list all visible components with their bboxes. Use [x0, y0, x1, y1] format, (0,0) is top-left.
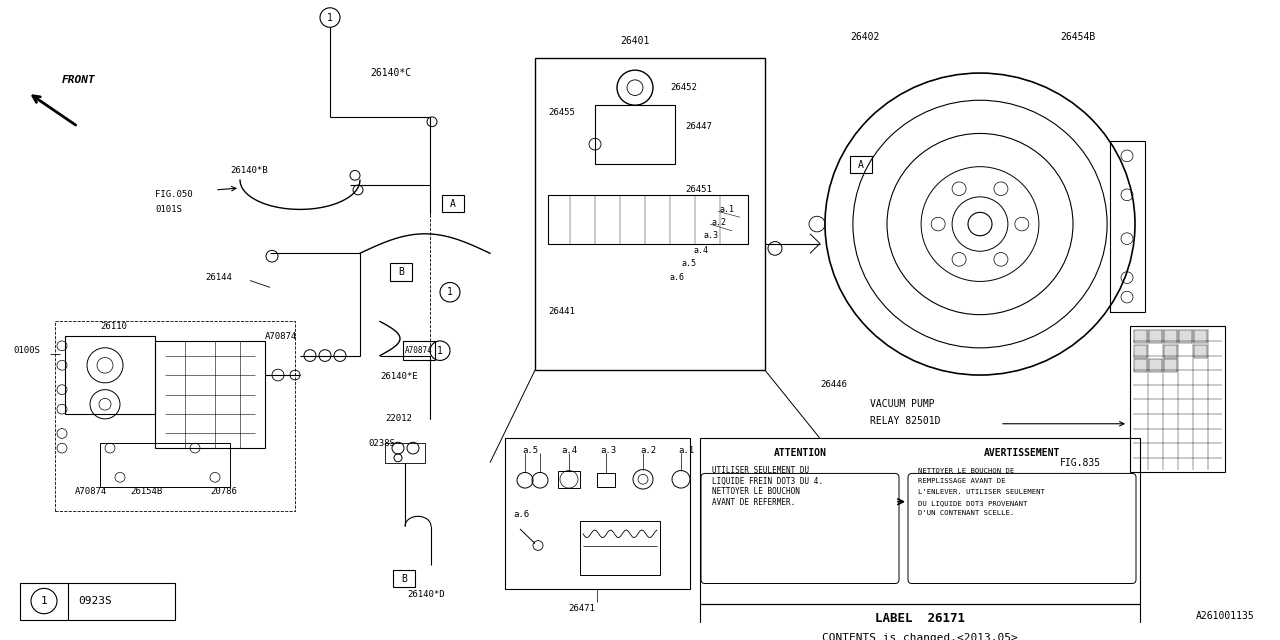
Text: 1: 1 — [328, 13, 333, 22]
Text: 1: 1 — [436, 346, 443, 356]
Text: a.4: a.4 — [561, 445, 577, 454]
Text: a.2: a.2 — [640, 445, 657, 454]
Bar — [595, 105, 675, 164]
Text: D'UN CONTENANT SCELLE.: D'UN CONTENANT SCELLE. — [918, 510, 1014, 516]
Bar — [155, 341, 265, 448]
Text: a.5: a.5 — [682, 259, 698, 268]
Text: a.6: a.6 — [513, 510, 529, 519]
Text: 0923S: 0923S — [78, 596, 111, 606]
Bar — [700, 604, 1140, 640]
Bar — [403, 341, 435, 360]
Text: 0238S: 0238S — [369, 439, 394, 448]
Text: LIQUIDE FREIN DOT3 DU 4.: LIQUIDE FREIN DOT3 DU 4. — [712, 477, 823, 486]
Bar — [1164, 330, 1178, 343]
Bar — [558, 470, 580, 488]
Text: 26154B: 26154B — [131, 488, 163, 497]
Text: 20786: 20786 — [210, 488, 237, 497]
Text: 26402: 26402 — [850, 32, 879, 42]
Text: 26144: 26144 — [205, 273, 232, 282]
Bar — [700, 438, 1140, 604]
Text: A: A — [858, 159, 864, 170]
Bar — [596, 474, 614, 487]
Text: 26140*E: 26140*E — [380, 372, 417, 381]
Text: A261001135: A261001135 — [1197, 611, 1254, 621]
Bar — [1194, 330, 1207, 343]
Text: FRONT: FRONT — [61, 75, 96, 85]
Text: AVANT DE REFERMER.: AVANT DE REFERMER. — [712, 498, 795, 507]
Text: FIG.835: FIG.835 — [1060, 458, 1101, 468]
Bar — [1134, 330, 1147, 343]
Text: a.2: a.2 — [712, 218, 727, 227]
Text: 26110: 26110 — [100, 322, 127, 331]
Text: A: A — [451, 198, 456, 209]
Text: 1: 1 — [41, 596, 47, 606]
Text: 26447: 26447 — [685, 122, 712, 131]
Bar — [20, 582, 175, 620]
Text: REMPLISSAGE AVANT DE: REMPLISSAGE AVANT DE — [918, 478, 1006, 484]
Bar — [65, 336, 155, 414]
Bar — [850, 156, 872, 173]
Bar — [1179, 330, 1192, 343]
Bar — [1134, 360, 1147, 372]
Text: NETTOYER LE BOUCHON: NETTOYER LE BOUCHON — [712, 488, 800, 497]
Text: LABEL  26171: LABEL 26171 — [876, 612, 965, 625]
Text: 26452: 26452 — [669, 83, 696, 92]
Bar — [506, 438, 690, 589]
Text: 0101S: 0101S — [155, 205, 182, 214]
Text: 26441: 26441 — [548, 307, 575, 316]
Text: A70874: A70874 — [76, 488, 108, 497]
Text: 26446: 26446 — [820, 380, 847, 389]
Bar — [535, 58, 765, 370]
Text: 26454B: 26454B — [1060, 32, 1096, 42]
Bar — [1134, 345, 1147, 358]
Text: 26140*C: 26140*C — [370, 68, 411, 78]
Bar — [1110, 141, 1146, 312]
Text: CONTENTS is changed.<2013.05>: CONTENTS is changed.<2013.05> — [822, 633, 1018, 640]
Bar — [393, 570, 415, 588]
Text: 0100S: 0100S — [13, 346, 40, 355]
Text: 22012: 22012 — [385, 414, 412, 424]
Text: B: B — [401, 573, 407, 584]
Text: NETTOYER LE BOUCHON DE: NETTOYER LE BOUCHON DE — [918, 467, 1014, 474]
Text: RELAY 82501D: RELAY 82501D — [870, 416, 941, 426]
Bar — [55, 321, 294, 511]
Text: 26471: 26471 — [568, 604, 595, 613]
Text: UTILISER SEULEMENT DU: UTILISER SEULEMENT DU — [712, 466, 809, 475]
Text: a.3: a.3 — [703, 231, 718, 240]
Text: A70874: A70874 — [406, 346, 433, 355]
Text: 1: 1 — [447, 287, 453, 297]
Text: a.4: a.4 — [692, 246, 708, 255]
Bar — [580, 521, 660, 575]
Text: a.1: a.1 — [719, 205, 735, 214]
Text: a.3: a.3 — [600, 445, 616, 454]
Text: a.1: a.1 — [678, 445, 694, 454]
Text: ATTENTION: ATTENTION — [773, 448, 827, 458]
Bar — [100, 444, 230, 487]
Bar — [1194, 345, 1207, 358]
Text: 26455: 26455 — [548, 108, 575, 116]
Text: 26451: 26451 — [685, 186, 712, 195]
Text: 26140*D: 26140*D — [407, 589, 444, 599]
Text: 26140*B: 26140*B — [230, 166, 268, 175]
Text: A70874: A70874 — [265, 332, 297, 340]
Bar — [1130, 326, 1225, 472]
Text: AVERTISSEMENT: AVERTISSEMENT — [984, 448, 1060, 458]
Text: FIG.050: FIG.050 — [155, 190, 192, 199]
Bar — [1149, 360, 1162, 372]
Text: 26401: 26401 — [620, 36, 649, 46]
Bar — [390, 263, 412, 280]
Text: B: B — [398, 267, 404, 276]
Text: L'ENLEVER. UTILISER SEULEMENT: L'ENLEVER. UTILISER SEULEMENT — [918, 489, 1044, 495]
Bar — [385, 444, 425, 463]
Text: a.6: a.6 — [669, 273, 685, 282]
Bar — [1164, 360, 1178, 372]
Bar — [1164, 345, 1178, 358]
Text: VACUUM PUMP: VACUUM PUMP — [870, 399, 934, 409]
Bar — [1149, 330, 1162, 343]
Text: DU LIQUIDE DOT3 PROVENANT: DU LIQUIDE DOT3 PROVENANT — [918, 500, 1028, 506]
Text: a.5: a.5 — [522, 445, 538, 454]
Bar — [442, 195, 465, 212]
Bar — [548, 195, 748, 244]
